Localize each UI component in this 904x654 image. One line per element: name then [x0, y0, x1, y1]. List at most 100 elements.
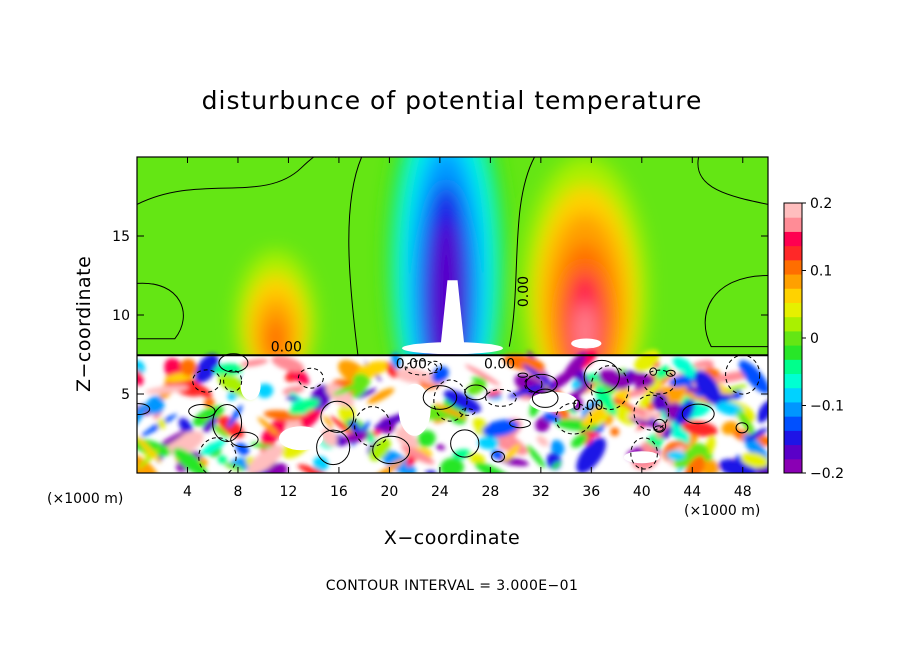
- turbulent-cell: [675, 399, 695, 426]
- contour-line: [320, 400, 355, 433]
- contour-line: [348, 157, 363, 355]
- contour-line: [583, 359, 620, 394]
- saturated-blob: [529, 391, 578, 412]
- turbulent-cell: [522, 364, 558, 390]
- x-tick-label: 24: [431, 484, 449, 500]
- contour-line: [404, 360, 438, 376]
- turbulent-cell: [213, 363, 243, 377]
- contour-line: [653, 425, 664, 432]
- contour-line: [509, 418, 531, 429]
- turbulent-cell: [681, 420, 718, 437]
- contour-line: [427, 360, 443, 373]
- contour-line: [198, 437, 237, 473]
- contour-line: [223, 369, 243, 393]
- contour-line: [735, 422, 749, 434]
- turbulent-cell: [673, 445, 710, 469]
- contour-line: [697, 157, 768, 205]
- colorbar-swatch: [784, 217, 802, 232]
- colorbar-swatch: [784, 288, 802, 303]
- turbulent-cell: [757, 400, 768, 423]
- contour-line: [590, 365, 630, 410]
- colorbar-swatch: [784, 231, 802, 247]
- contour-line: [665, 369, 676, 377]
- contour-interval-note: CONTOUR INTERVAL = 3.000E−01: [325, 578, 579, 594]
- colorbar-swatch: [784, 203, 802, 218]
- x-tick-label: 28: [481, 484, 499, 500]
- contour-line: [649, 367, 658, 376]
- turbulent-cell: [654, 365, 671, 380]
- turbulent-cell: [323, 415, 334, 430]
- turbulent-field: [137, 349, 768, 473]
- x-unit-right: (×1000 m): [684, 503, 761, 519]
- x-axis: 4 8 12 16 20 24 28 32 36 40 44 48: [183, 157, 752, 500]
- colorbar-tick-label: 0.2: [810, 196, 832, 212]
- colorbar-swatch: [784, 259, 802, 275]
- warm-right-band: [576, 302, 594, 360]
- turbulent-cell: [576, 437, 606, 473]
- turbulent-cell: [355, 388, 377, 399]
- turbulent-cell: [137, 453, 159, 473]
- contour-line: [372, 435, 411, 465]
- contour-label: 0.00: [271, 339, 302, 355]
- contours: [137, 157, 768, 473]
- turbulent-cell: [217, 455, 228, 464]
- contour-line: [555, 402, 593, 435]
- turbulent-cell: [434, 403, 468, 419]
- turbulent-cell: [198, 439, 227, 457]
- contour-line: [704, 275, 768, 348]
- turbulent-cell: [321, 428, 338, 447]
- colorbar-swatch: [784, 302, 802, 318]
- contour-line: [188, 404, 216, 419]
- turbulent-cell: [737, 409, 756, 437]
- contour-line: [524, 375, 543, 393]
- turbulent-cell: [683, 455, 705, 473]
- colorbar-swatch: [784, 373, 802, 389]
- turbulent-cell: [536, 435, 549, 447]
- turbulent-cell: [137, 435, 162, 464]
- cold-core-saturated: [439, 280, 466, 353]
- x-tick-label: 4: [183, 484, 192, 500]
- contour-line: [297, 367, 324, 389]
- turbulent-cell: [173, 447, 208, 473]
- x-tick-label: 20: [380, 484, 398, 500]
- y-axis: 5 10 15: [112, 229, 768, 403]
- turbulent-cell: [526, 445, 546, 469]
- contour-line: [218, 353, 249, 373]
- contour-line: [531, 388, 559, 408]
- contour-line: [433, 379, 468, 422]
- turbulent-cell: [256, 383, 274, 399]
- turbulent-cell: [634, 381, 646, 390]
- turbulent-cell: [662, 426, 673, 439]
- y-tick-label: 15: [112, 229, 130, 245]
- turbulent-cell: [477, 436, 500, 450]
- turbulent-cell: [370, 458, 405, 473]
- turbulent-cell: [503, 444, 521, 462]
- heatmap-plot: 0.00 0.00 0.00 0.00 0.00: [137, 157, 768, 473]
- turbulent-cell: [325, 383, 354, 408]
- turbulent-cell: [217, 415, 245, 439]
- saturated-blob: [398, 383, 431, 436]
- colorbar: 0.2 0.1 0 −0.1 −0.2: [783, 196, 844, 482]
- contour-line: [192, 369, 221, 393]
- colorbar-swatch: [784, 387, 802, 403]
- x-axis-label: X−coordinate: [383, 527, 521, 549]
- turbulent-cell: [571, 433, 588, 448]
- y-tick-label: 5: [121, 387, 130, 403]
- contour-line: [642, 369, 676, 395]
- turbulent-cell: [297, 464, 329, 473]
- contour-line: [725, 354, 761, 395]
- colorbar-tick-label: 0.1: [810, 264, 832, 280]
- turbulent-cell: [157, 418, 166, 430]
- turbulent-cell: [561, 351, 587, 384]
- x-tick-label: 36: [582, 484, 600, 500]
- turbulent-cell: [178, 417, 194, 436]
- turbulent-cell: [471, 376, 487, 384]
- contour-line: [485, 389, 517, 407]
- chart-title: disturbunce of potential temperature: [201, 86, 703, 115]
- turbulent-cell: [391, 352, 401, 370]
- turbulent-cell: [194, 353, 219, 383]
- warm-core-saturated: [571, 338, 602, 349]
- turbulent-cell: [486, 390, 502, 397]
- saturated-blob: [279, 426, 324, 451]
